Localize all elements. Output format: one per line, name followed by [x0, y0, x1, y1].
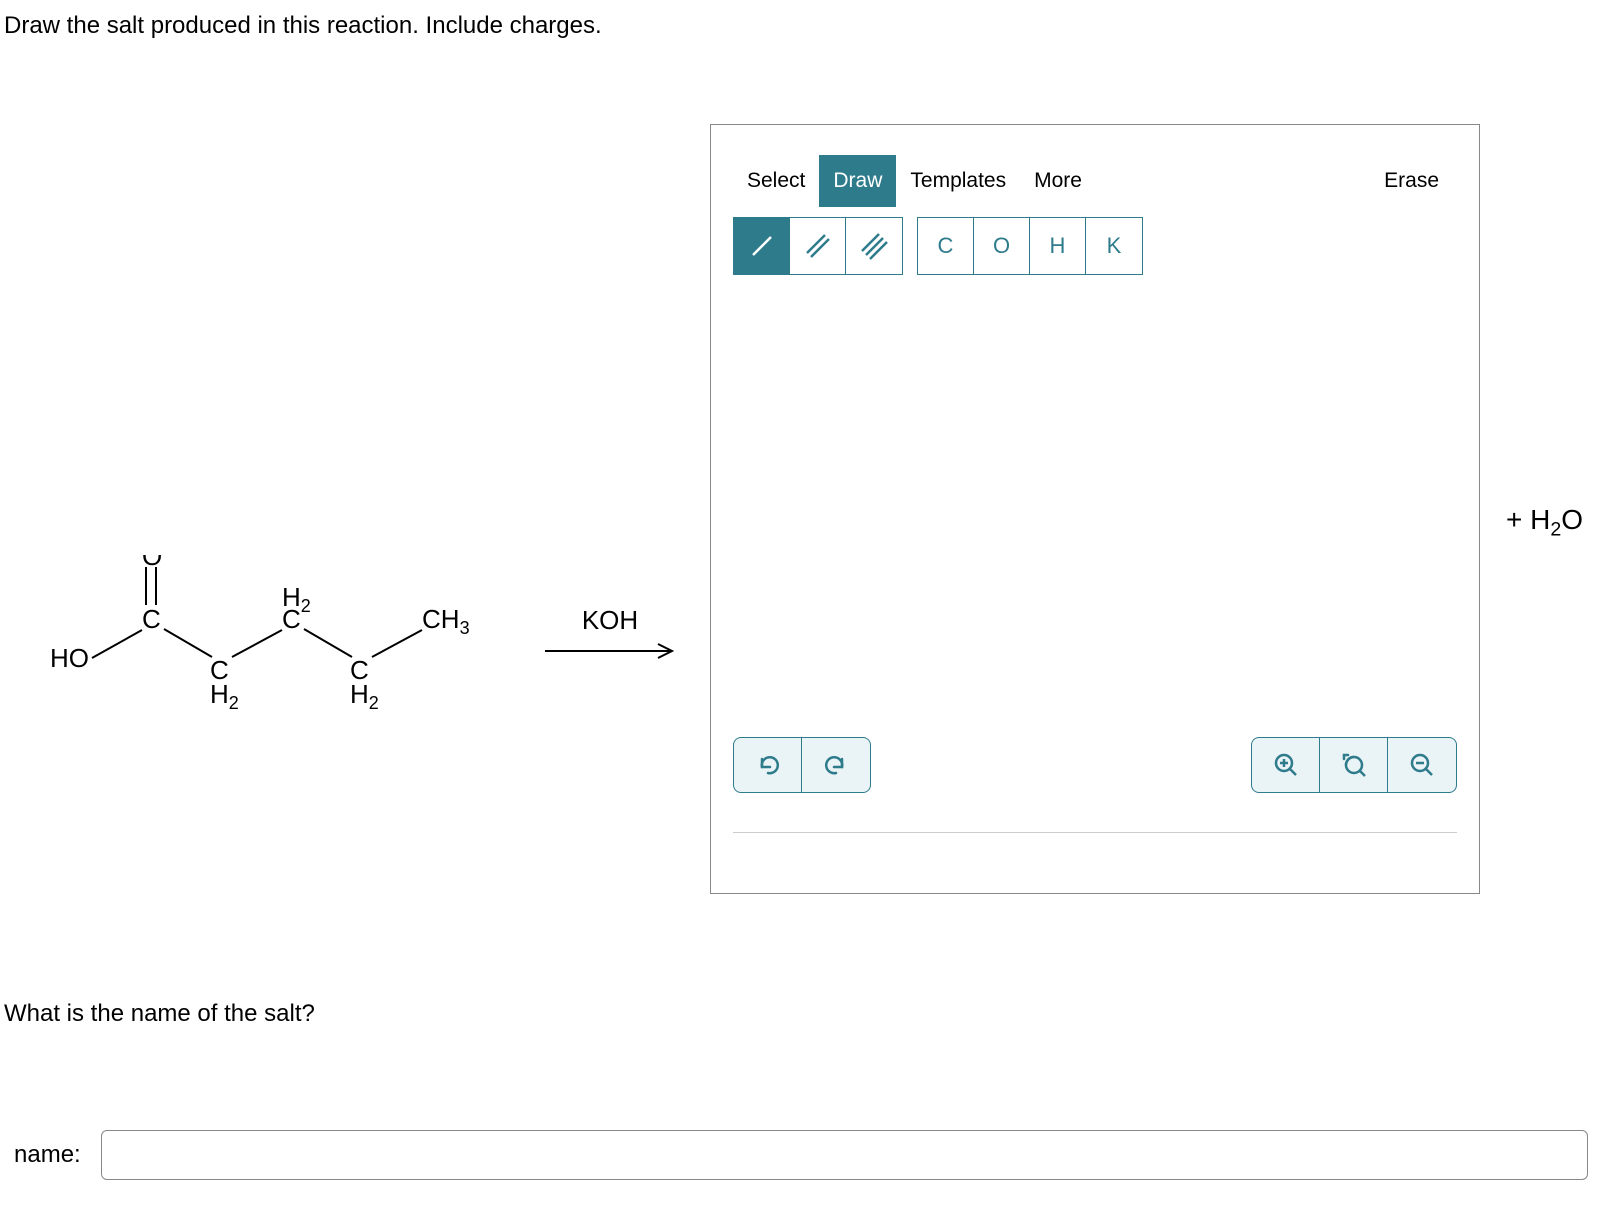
reagent-label: KOH: [540, 605, 680, 636]
atom-label-c: C: [142, 604, 161, 634]
bond-double[interactable]: [790, 218, 846, 274]
tab-select[interactable]: Select: [733, 155, 819, 207]
element-group: C O H K: [917, 217, 1143, 275]
element-c[interactable]: C: [918, 218, 974, 274]
redo-button[interactable]: [802, 738, 870, 792]
reactant-structure: HO C O C H2 C H2 C H2 CH3: [50, 555, 510, 735]
svg-text:H2: H2: [350, 679, 379, 713]
element-k[interactable]: K: [1086, 218, 1142, 274]
tab-draw[interactable]: Draw: [819, 155, 896, 207]
bond-group: [733, 217, 903, 275]
zoom-out-button[interactable]: [1388, 738, 1456, 792]
undo-button[interactable]: [734, 738, 802, 792]
atom-label-ch3: CH3: [422, 604, 470, 638]
reaction-arrow-area: KOH: [540, 605, 680, 672]
svg-text:H2: H2: [210, 679, 239, 713]
question-text: What is the name of the salt?: [0, 1000, 319, 1028]
canvas-controls: [733, 737, 1457, 793]
atom-label-ho: HO: [50, 643, 89, 673]
editor-toolbar: C O H K: [711, 207, 1479, 275]
separator: [733, 832, 1457, 833]
undo-redo-group: [733, 737, 871, 793]
name-input-row: name:: [0, 1130, 1602, 1180]
tab-templates[interactable]: Templates: [896, 155, 1020, 207]
name-label: name:: [14, 1141, 81, 1169]
bond-triple[interactable]: [846, 218, 902, 274]
svg-text:H2: H2: [282, 582, 311, 616]
prompt-text: Draw the salt produced in this reaction.…: [0, 0, 1602, 52]
name-input[interactable]: [101, 1130, 1588, 1180]
structure-editor: Select Draw Templates More Erase C O H K: [710, 124, 1480, 894]
erase-button[interactable]: Erase: [1366, 155, 1457, 207]
tab-more[interactable]: More: [1020, 155, 1096, 207]
zoom-group: [1251, 737, 1457, 793]
byproduct-label: + H2O: [1506, 504, 1583, 542]
element-o[interactable]: O: [974, 218, 1030, 274]
bond-single[interactable]: [734, 218, 790, 274]
element-h[interactable]: H: [1030, 218, 1086, 274]
zoom-reset-button[interactable]: [1320, 738, 1388, 792]
editor-tabs: Select Draw Templates More Erase: [711, 125, 1479, 207]
drawing-canvas[interactable]: [711, 315, 1479, 893]
atom-label-o: O: [142, 555, 162, 571]
zoom-in-button[interactable]: [1252, 738, 1320, 792]
